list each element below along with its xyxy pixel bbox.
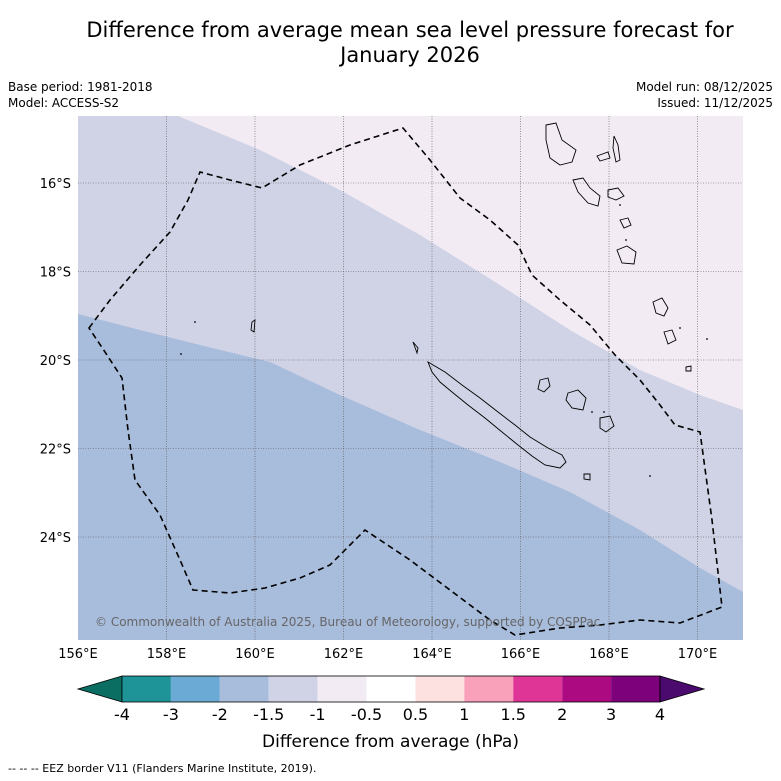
lat-label: 18°S — [40, 266, 71, 281]
colorbar-extend-low — [76, 675, 123, 703]
island-belep — [412, 341, 419, 355]
lat-label: 16°S — [40, 177, 71, 192]
colorbar-segment — [415, 676, 465, 702]
colorbar-tick-label: 0.5 — [403, 705, 428, 724]
lat-label: 24°S — [40, 531, 71, 546]
colorbar-tick-label: 1 — [459, 705, 469, 724]
new-caledonia — [427, 360, 567, 469]
colorbar-tick-label: 1.5 — [501, 705, 526, 724]
base-period: Base period: 1981-2018 — [8, 80, 153, 94]
colorbar-tick-label: -0.5 — [351, 705, 382, 724]
band-minus2-minus1-5 — [78, 314, 743, 640]
colorbar-segment — [122, 676, 171, 702]
meta-right: Model run: 08/12/2025 Issued: 11/12/2025 — [636, 79, 773, 111]
colorbar-extend-high — [659, 675, 706, 703]
island-malakula — [572, 177, 601, 207]
lat-axis-labels: 16°S 18°S 20°S 22°S 24°S — [40, 177, 71, 546]
lon-label: 166°E — [501, 647, 541, 662]
island-erromango — [616, 245, 637, 265]
island-ambrym — [607, 187, 625, 201]
meta-left: Base period: 1981-2018 Model: ACCESS-S2 — [8, 79, 153, 111]
colorbar-segment — [366, 676, 416, 702]
island-tanna — [652, 297, 669, 317]
title-line-1: Difference from average mean sea level p… — [86, 18, 734, 42]
colorbar-tick-label: 2 — [557, 705, 567, 724]
lat-label: 20°S — [40, 354, 71, 369]
lon-label: 160°E — [235, 647, 275, 662]
lon-label: 170°E — [678, 647, 718, 662]
footer-note: -- -- -- EEZ border V11 (Flanders Marine… — [8, 762, 317, 775]
colorbar-segment — [219, 676, 269, 702]
colorbar-tick-label: -1 — [310, 705, 326, 724]
title-line-2: January 2026 — [340, 43, 480, 67]
lat-label: 22°S — [40, 443, 71, 458]
islet-dots — [180, 204, 708, 477]
colorbar-segment — [464, 676, 514, 702]
island-mare — [599, 415, 615, 433]
colorbar-tick-label: 4 — [655, 705, 665, 724]
copyright-text: © Commonwealth of Australia 2025, Bureau… — [95, 615, 600, 629]
colorbar-segment — [268, 676, 318, 702]
lon-axis-labels: 156°E 158°E 160°E 162°E 164°E 166°E 168°… — [58, 647, 717, 662]
colorbar-segment — [170, 676, 220, 702]
lon-label: 156°E — [58, 647, 98, 662]
colorbar-tick-label: -2 — [212, 705, 228, 724]
map-area — [78, 116, 743, 640]
coastlines — [250, 122, 692, 481]
lon-label: 158°E — [147, 647, 187, 662]
island-ouvea — [537, 377, 551, 393]
lon-label: 162°E — [324, 647, 364, 662]
colorbar-segment — [611, 676, 660, 702]
colorbar-segment — [562, 676, 612, 702]
island-chesterfield — [250, 319, 256, 333]
model-name: Model: ACCESS-S2 — [8, 96, 120, 110]
island-pines — [583, 473, 591, 481]
colorbar-tick-label: -4 — [114, 705, 130, 724]
model-run: Model run: 08/12/2025 — [635, 80, 773, 94]
island-maewo — [596, 151, 611, 162]
island-espiritu-santo — [545, 122, 577, 166]
island-lifou — [565, 389, 587, 411]
gridlines — [78, 116, 743, 640]
colorbar-segment — [317, 676, 367, 702]
colorbar-tick-label: 3 — [606, 705, 616, 724]
colorbar-tick-label: -1.5 — [253, 705, 284, 724]
chart-title: Difference from average mean sea level p… — [40, 18, 780, 68]
eez-border — [88, 127, 723, 636]
issued-date: Issued: 11/12/2025 — [657, 96, 773, 110]
island-matthew — [685, 365, 692, 372]
colorbar-tick-label: -3 — [163, 705, 179, 724]
island-aneityum — [663, 329, 677, 345]
lon-label: 164°E — [412, 647, 452, 662]
colorbar-label: Difference from average (hPa) — [262, 732, 519, 752]
island-pentecost — [612, 135, 621, 163]
island-efate — [619, 217, 632, 229]
colorbar-segment — [513, 676, 563, 702]
lon-label: 168°E — [589, 647, 629, 662]
colorbar-border — [121, 675, 661, 703]
colorbar: -4 -3 -2 -1.5 -1 -0.5 0.5 1 1.5 2 3 4 — [76, 675, 706, 724]
